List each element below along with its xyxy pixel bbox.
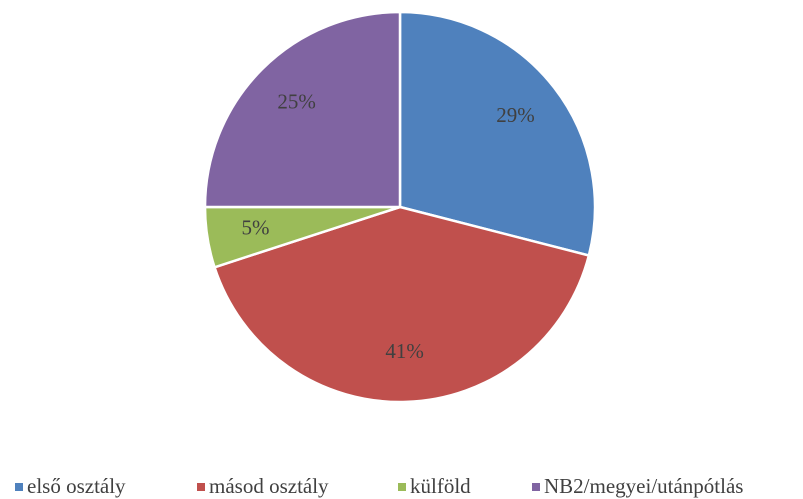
legend-label: másod osztály: [209, 474, 329, 498]
data-label: 25%: [277, 89, 316, 113]
legend-label: külföld: [410, 474, 471, 498]
legend-swatch: [15, 483, 23, 491]
legend-swatch: [398, 483, 406, 491]
legend-swatch: [197, 483, 205, 491]
data-label: 41%: [385, 339, 424, 363]
data-label: 5%: [242, 216, 270, 240]
legend-label: NB2/megyei/utánpótlás: [544, 474, 743, 498]
pie-slice: [212, 205, 591, 404]
data-label: 29%: [496, 103, 535, 127]
legend-swatch: [532, 483, 540, 491]
pie-slice: [203, 10, 402, 209]
pie-slice: [398, 10, 597, 258]
legend-label: első osztály: [27, 474, 126, 498]
